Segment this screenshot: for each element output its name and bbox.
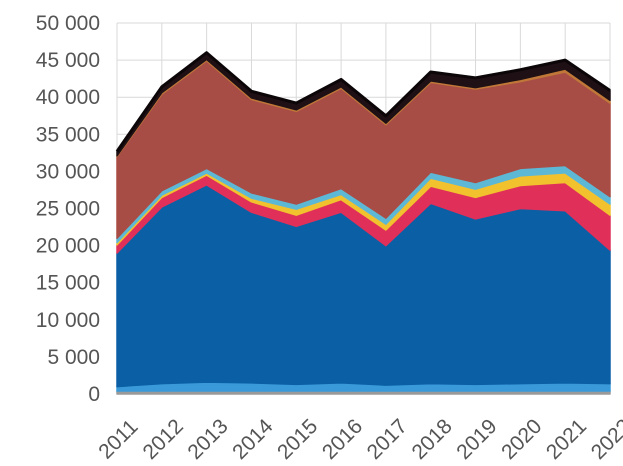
x-tick-label: 2020 [497, 415, 546, 464]
y-tick-label: 15 000 [36, 272, 100, 295]
y-tick-label: 45 000 [36, 49, 100, 72]
x-tick-label: 2011 [94, 415, 142, 463]
y-tick-label: 50 000 [36, 12, 100, 35]
y-tick-label: 35 000 [36, 123, 100, 146]
y-tick-label: 20 000 [36, 235, 100, 258]
x-tick-label: 2012 [139, 415, 188, 464]
y-tick-label: 0 [88, 383, 100, 406]
x-tick-label: 2015 [273, 415, 322, 464]
x-tick-label: 2016 [318, 415, 367, 464]
series-areas [115, 51, 611, 395]
y-tick-label: 10 000 [36, 309, 100, 332]
x-tick-label: 2019 [452, 415, 501, 464]
x-tick-label: 2014 [228, 415, 278, 465]
y-axis: 0 5 000 10 000 15 000 20 000 25 000 30 000 35 0… [36, 12, 100, 406]
stack-top-outline [115, 51, 611, 153]
y-tick-label: 25 000 [36, 198, 100, 221]
x-tick-label: 2013 [183, 415, 232, 464]
x-tick-label: 2022 [587, 415, 623, 464]
x-axis: 2011201220132014201520162017201820192020… [94, 415, 623, 465]
y-tick-label: 30 000 [36, 160, 100, 183]
x-tick-label: 2017 [363, 415, 412, 464]
x-tick-label: 2021 [542, 415, 591, 464]
y-tick-label: 40 000 [36, 86, 100, 109]
y-tick-label: 5 000 [47, 346, 100, 369]
x-tick-label: 2018 [407, 415, 456, 464]
